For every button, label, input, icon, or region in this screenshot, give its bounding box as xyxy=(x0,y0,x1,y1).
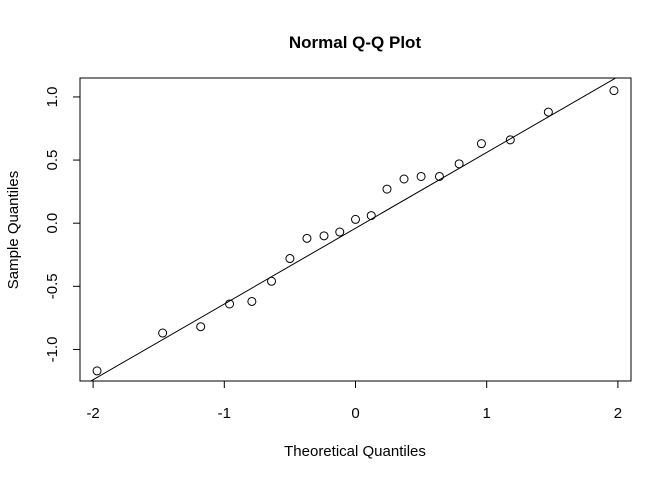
y-tick-label: -0.5 xyxy=(44,273,61,299)
y-axis: -1.0 -0.5 0.0 0.5 1.0 xyxy=(44,87,81,363)
data-point xyxy=(366,211,376,221)
reference-line xyxy=(89,78,617,381)
x-tick-label: 1 xyxy=(483,405,491,422)
data-point xyxy=(335,227,345,237)
x-tick-label: -1 xyxy=(218,405,231,422)
data-point xyxy=(285,254,295,264)
y-axis-label: Sample Quantiles xyxy=(5,171,22,289)
data-point xyxy=(476,139,486,149)
reference-line-layer xyxy=(89,78,617,381)
data-point xyxy=(454,159,464,169)
x-axis-label: Theoretical Quantiles xyxy=(284,443,426,460)
chart-title: Normal Q-Q Plot xyxy=(289,33,422,52)
x-axis: -2 -1 0 1 2 xyxy=(86,380,622,422)
data-point xyxy=(416,171,426,181)
data-point xyxy=(505,135,515,145)
y-tick-label: -1.0 xyxy=(44,337,61,363)
data-point xyxy=(158,328,168,338)
data-point xyxy=(92,366,102,376)
data-point xyxy=(609,86,619,96)
plot-frame xyxy=(79,77,632,382)
data-point xyxy=(434,171,444,181)
y-tick-label: 1.0 xyxy=(44,87,61,108)
x-tick-label: -2 xyxy=(86,405,99,422)
data-points-layer xyxy=(92,86,619,376)
data-point xyxy=(319,231,329,241)
y-tick-label: 0.5 xyxy=(44,150,61,171)
x-tick-label: 2 xyxy=(614,405,622,422)
data-point xyxy=(382,184,392,194)
x-tick-label: 0 xyxy=(351,405,359,422)
data-point xyxy=(267,276,277,286)
data-point xyxy=(351,214,360,224)
data-point xyxy=(399,174,409,184)
data-point xyxy=(225,299,235,309)
data-point xyxy=(302,233,312,243)
data-point xyxy=(196,322,206,332)
data-point xyxy=(543,107,553,117)
data-point xyxy=(247,296,257,306)
y-tick-label: 0.0 xyxy=(44,213,61,234)
